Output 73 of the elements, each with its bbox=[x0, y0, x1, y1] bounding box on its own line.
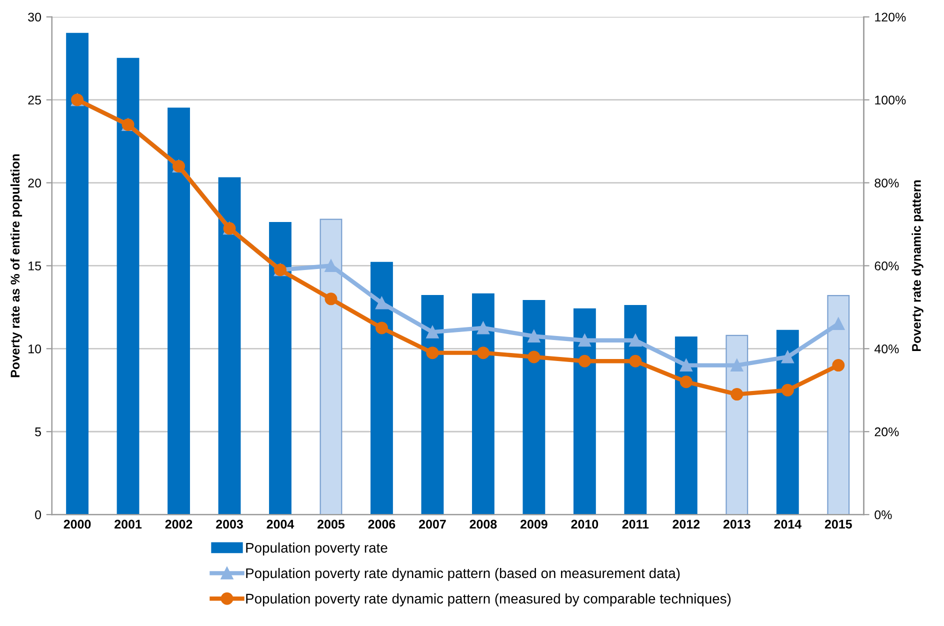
y-tick-label: 10 bbox=[28, 344, 42, 354]
y-tick-label: 30 bbox=[28, 12, 42, 22]
y2-axis-title: Poverty rate dynamic pattern bbox=[912, 180, 924, 352]
bar bbox=[320, 218, 342, 515]
point bbox=[528, 350, 540, 364]
point bbox=[375, 322, 388, 334]
y2-tick-label: 120% bbox=[875, 12, 906, 22]
x-tick-label: 2013 bbox=[723, 520, 750, 529]
x-tick-label: 2001 bbox=[114, 520, 142, 529]
y2-tick-label: 40% bbox=[874, 344, 899, 354]
point bbox=[426, 326, 439, 338]
y2-tick-label: 80% bbox=[874, 178, 899, 188]
point bbox=[730, 359, 744, 372]
x-tick-label: 2011 bbox=[622, 520, 649, 529]
y-tick-label: 25 bbox=[28, 96, 41, 104]
point bbox=[528, 330, 540, 342]
bar bbox=[674, 336, 698, 515]
bar bbox=[624, 304, 647, 515]
x-tick-label: 2006 bbox=[368, 520, 396, 529]
x-tick-label: 2003 bbox=[216, 520, 243, 529]
x-tick-label: 2000 bbox=[64, 520, 91, 529]
y-tick-label: 20 bbox=[28, 178, 42, 188]
legend-label: Population poverty rate dynamic pattern (based on measurement data) bbox=[246, 568, 680, 581]
x-tick-label: 2009 bbox=[520, 520, 548, 529]
point bbox=[781, 350, 794, 364]
bar bbox=[116, 58, 140, 515]
point bbox=[730, 388, 744, 401]
bar bbox=[776, 330, 799, 515]
y2-tick-label: 100% bbox=[875, 96, 906, 104]
y-tick-label: 0 bbox=[35, 510, 42, 520]
x-tick-label: 2008 bbox=[470, 520, 497, 529]
bar bbox=[269, 222, 292, 515]
bar bbox=[827, 295, 850, 515]
point bbox=[375, 296, 388, 310]
legend-label: Population poverty rate dynamic pattern (measured by comparable techniques) bbox=[246, 593, 731, 606]
x-tick-label: 2014 bbox=[774, 520, 802, 529]
point bbox=[629, 354, 642, 368]
bar bbox=[218, 177, 241, 515]
x-tick-label: 2002 bbox=[165, 520, 192, 529]
y2-tick-label: 0% bbox=[874, 510, 892, 520]
y-tick-label: 5 bbox=[35, 428, 41, 436]
point bbox=[680, 376, 692, 388]
bar bbox=[573, 308, 596, 515]
y2-tick-label: 20% bbox=[874, 427, 899, 436]
bar bbox=[168, 108, 190, 515]
legend-label: Population poverty rate bbox=[246, 542, 388, 556]
bar bbox=[472, 293, 494, 515]
x-tick-label: 2010 bbox=[571, 520, 598, 529]
y2-tick-label: 60% bbox=[874, 262, 899, 270]
point bbox=[832, 318, 845, 330]
bar bbox=[66, 32, 88, 515]
point bbox=[578, 354, 591, 368]
point bbox=[324, 259, 338, 272]
y-axis-title: Poverty rate as % of entire population bbox=[10, 154, 22, 378]
x-tick-label: 2005 bbox=[318, 520, 345, 529]
point bbox=[832, 359, 845, 372]
point bbox=[680, 359, 692, 372]
point bbox=[781, 384, 794, 396]
x-tick-label: 2004 bbox=[266, 520, 294, 529]
point bbox=[426, 346, 439, 360]
bar bbox=[522, 300, 546, 515]
x-tick-label: 2007 bbox=[419, 520, 446, 529]
point bbox=[629, 334, 642, 347]
y-tick-label: 15 bbox=[28, 262, 41, 270]
point bbox=[578, 334, 591, 347]
point bbox=[476, 322, 490, 334]
bar bbox=[421, 295, 444, 515]
bar bbox=[370, 262, 393, 515]
x-tick-label: 2012 bbox=[672, 520, 700, 529]
point bbox=[476, 346, 490, 360]
point bbox=[324, 292, 338, 306]
bar bbox=[726, 334, 748, 515]
x-tick-label: 2015 bbox=[824, 520, 852, 529]
